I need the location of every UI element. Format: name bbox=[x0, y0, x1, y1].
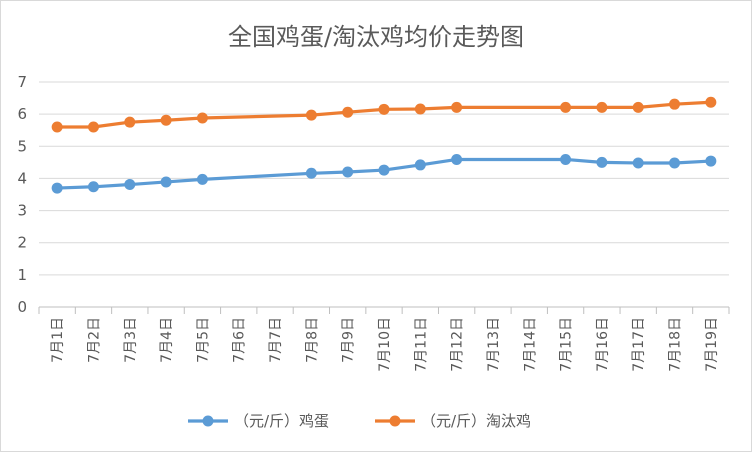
legend-label: （元/斤）淘汰鸡 bbox=[421, 412, 531, 430]
data-point bbox=[414, 159, 426, 171]
data-point bbox=[342, 106, 354, 118]
data-point bbox=[51, 121, 63, 133]
legend-label: （元/斤）鸡蛋 bbox=[234, 412, 329, 430]
data-point bbox=[378, 164, 390, 176]
data-point bbox=[87, 121, 99, 133]
x-tick-label: 7月2日 bbox=[86, 317, 102, 363]
x-tick-label: 7月8日 bbox=[304, 317, 320, 363]
data-point bbox=[705, 96, 717, 108]
x-tick-label: 7月17日 bbox=[631, 317, 647, 372]
x-tick-label: 7月15日 bbox=[559, 317, 575, 372]
y-tick-label: 0 bbox=[17, 298, 27, 316]
x-tick-label: 7月1日 bbox=[50, 317, 66, 363]
data-point bbox=[51, 182, 63, 194]
data-point bbox=[451, 153, 463, 165]
data-point bbox=[560, 101, 572, 113]
x-tick-label: 7月3日 bbox=[123, 317, 139, 363]
x-tick-label: 7月5日 bbox=[195, 317, 211, 363]
data-point bbox=[196, 112, 208, 124]
data-point bbox=[632, 157, 644, 169]
data-point bbox=[632, 101, 644, 113]
data-point bbox=[378, 103, 390, 115]
x-tick-label: 7月14日 bbox=[522, 317, 538, 372]
legend-swatch-marker bbox=[202, 415, 214, 427]
data-point bbox=[342, 166, 354, 178]
data-point bbox=[124, 116, 136, 128]
x-tick-label: 7月6日 bbox=[232, 317, 248, 363]
data-point bbox=[669, 157, 681, 169]
data-point bbox=[451, 101, 463, 113]
data-point bbox=[87, 181, 99, 193]
legend-swatch-marker bbox=[389, 415, 401, 427]
x-tick-label: 7月19日 bbox=[704, 317, 720, 372]
series-layer bbox=[51, 96, 717, 194]
y-tick-label: 2 bbox=[17, 234, 27, 252]
data-point bbox=[160, 176, 172, 188]
x-tick-label: 7月9日 bbox=[341, 317, 357, 363]
y-tick-label: 5 bbox=[17, 137, 27, 155]
data-point bbox=[305, 167, 317, 179]
y-tick-label: 6 bbox=[17, 105, 27, 123]
data-point bbox=[596, 156, 608, 168]
data-point bbox=[560, 153, 572, 165]
x-tick-label: 7月18日 bbox=[668, 317, 684, 372]
data-point bbox=[160, 114, 172, 126]
data-point bbox=[669, 98, 681, 110]
chart-title: 全国鸡蛋/淘汰鸡均价走势图 bbox=[228, 23, 524, 51]
legend: （元/斤）鸡蛋 （元/斤）淘汰鸡 bbox=[188, 412, 531, 430]
y-tick-label: 1 bbox=[17, 266, 27, 284]
x-tick-label: 7月13日 bbox=[486, 317, 502, 372]
y-tick-label: 7 bbox=[17, 73, 27, 91]
data-point bbox=[124, 179, 136, 191]
x-tick-label: 7月7日 bbox=[268, 317, 284, 363]
x-tick-label: 7月10日 bbox=[377, 317, 393, 372]
data-point bbox=[196, 173, 208, 185]
data-point bbox=[414, 103, 426, 115]
data-point bbox=[705, 155, 717, 167]
y-tick-label: 3 bbox=[17, 202, 27, 220]
data-point bbox=[305, 109, 317, 121]
x-tick-label: 7月12日 bbox=[450, 317, 466, 372]
x-tick-label: 7月4日 bbox=[159, 317, 175, 363]
axes: 0 1 2 3 4 5 6 7 7月1日 7月2日 7月3日 7月4日 7月5日 7月6日 7月7日 7月8日… bbox=[17, 73, 730, 372]
x-tick-label: 7月16日 bbox=[595, 317, 611, 372]
x-tick-label: 7月11日 bbox=[413, 317, 429, 372]
data-point bbox=[596, 101, 608, 113]
y-tick-label: 4 bbox=[17, 169, 27, 187]
